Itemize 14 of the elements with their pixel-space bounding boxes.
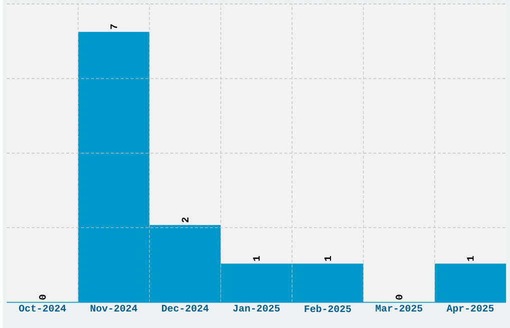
x-tick-label: Nov-2024 [90, 304, 138, 312]
x-tick-label: Dec-2024 [162, 304, 209, 312]
data-label: 0 [39, 294, 46, 300]
data-label: 7 [110, 24, 118, 29]
x-tick-label: Mar-2025 [376, 304, 422, 312]
data-label: 1 [467, 256, 474, 261]
x-tick-label: Apr-2025 [446, 304, 494, 314]
x-tick-label: Oct-2024 [19, 304, 66, 312]
data-label: 1 [253, 256, 260, 261]
data-label: 0 [396, 294, 402, 300]
x-tick-label: Feb-2025 [304, 304, 351, 312]
data-label: 1 [324, 256, 331, 261]
x-tick-label: Jan-2025 [233, 304, 280, 312]
data-label: 2 [182, 217, 188, 222]
